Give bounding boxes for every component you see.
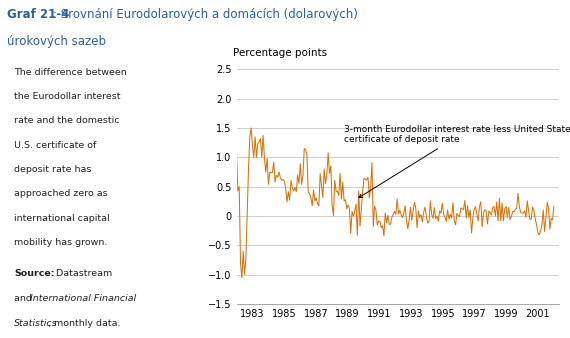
Text: U.S. certificate of: U.S. certificate of (14, 141, 97, 150)
Text: Datastream: Datastream (53, 269, 112, 278)
Text: and: and (14, 294, 35, 304)
Text: Statistics: Statistics (14, 319, 58, 328)
Text: Percentage points: Percentage points (233, 48, 327, 57)
Text: approached zero as: approached zero as (14, 189, 108, 198)
Text: international capital: international capital (14, 214, 110, 223)
Text: : Srovnání Eurodolarových a domácích (dolarových): : Srovnání Eurodolarových a domácích (do… (53, 8, 358, 21)
Text: rate and the domestic: rate and the domestic (14, 116, 120, 125)
Text: Graf 21-4: Graf 21-4 (7, 8, 69, 21)
Text: , monthly data.: , monthly data. (48, 319, 121, 328)
Text: the Eurodollar interest: the Eurodollar interest (14, 92, 121, 101)
Text: úrokových sazeb: úrokových sazeb (7, 35, 106, 48)
Text: The difference between: The difference between (14, 68, 127, 77)
Text: International Financial: International Financial (30, 294, 136, 304)
Text: mobility has grown.: mobility has grown. (14, 238, 108, 247)
Text: deposit rate has: deposit rate has (14, 165, 92, 174)
Text: 3-month Eurodollar interest rate less United States
certificate of deposit rate: 3-month Eurodollar interest rate less Un… (344, 125, 570, 198)
Text: Source:: Source: (14, 269, 55, 278)
